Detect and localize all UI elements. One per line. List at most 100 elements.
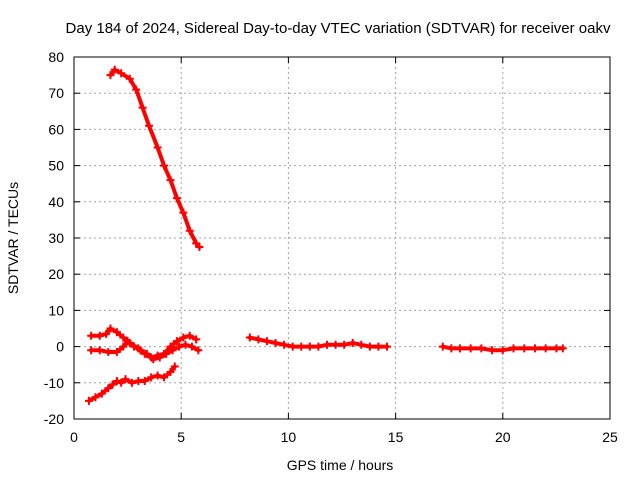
data-point [194,346,203,355]
data-point [119,342,128,351]
y-tick-label: 50 [48,158,64,174]
chart-title: Day 184 of 2024, Sidereal Day-to-day VTE… [66,20,611,37]
data-point [179,208,188,217]
data-point [160,161,169,170]
data-point [348,338,357,347]
data-point [168,346,177,355]
y-tick-label: -20 [44,411,64,427]
x-tick-label: 10 [281,429,297,445]
data-point [104,348,113,357]
y-tick-label: 0 [56,339,64,355]
data-point [455,344,464,353]
series-track-day-mid [245,333,392,351]
data-point [466,344,475,353]
data-point [365,342,374,351]
data-point [87,346,96,355]
data-point [558,344,567,353]
y-tick-label: 30 [48,230,64,246]
data-point [280,340,289,349]
data-point [121,375,130,384]
data-point [322,340,331,349]
data-point [153,371,162,380]
y-tick-label: 40 [48,194,64,210]
y-tick-label: 20 [48,266,64,282]
data-point [340,340,349,349]
data-point [87,331,96,340]
data-point [102,329,111,338]
data-point [172,194,181,203]
data-point [127,378,136,387]
data-point [172,337,181,346]
data-point [166,176,175,185]
data-point [136,346,145,355]
data-point [112,348,121,357]
data-point [447,344,456,353]
data-point [147,373,156,382]
data-point [498,346,507,355]
data-point [149,355,158,364]
data-point [112,328,121,337]
data-point [108,380,117,389]
data-point [438,342,447,351]
data-point [305,342,314,351]
data-point [138,103,147,112]
data-point [314,342,323,351]
series-track-mid-a [87,324,201,362]
data-point [142,349,151,358]
data-point [110,65,119,74]
x-tick-label: 25 [602,429,618,445]
data-point [117,378,126,387]
data-point [357,340,366,349]
data-point [106,324,115,333]
data-point [95,346,104,355]
data-point [117,69,126,78]
y-tick-label: 60 [48,121,64,137]
data-point [140,376,149,385]
data-point [245,333,254,342]
data-point [181,340,190,349]
data-point [153,143,162,152]
series-track-mid-b [87,337,203,364]
series-group [85,65,567,405]
data-point [271,338,280,347]
data-point [160,373,169,382]
x-tick-label: 20 [495,429,511,445]
data-point [132,85,141,94]
data-point [145,121,154,130]
grid [74,57,610,419]
data-point [331,340,340,349]
x-tick-label: 15 [388,429,404,445]
series-line [108,67,202,250]
data-point [175,342,184,351]
data-point [166,367,175,376]
data-point [95,331,104,340]
data-point [374,342,383,351]
y-tick-label: -10 [44,375,64,391]
data-point [123,337,132,346]
x-axis-label: GPS time / hours [287,457,394,473]
data-point [119,333,128,342]
data-point [185,331,194,340]
data-point [130,342,139,351]
data-point [104,384,113,393]
x-tick-label: 5 [177,429,185,445]
data-point [541,344,550,353]
series-track-low [85,362,179,405]
series-track-late [438,342,567,355]
series-track-high [106,65,204,252]
data-point [179,333,188,342]
data-point [106,71,115,80]
data-point [97,389,106,398]
data-point [288,342,297,351]
data-point [185,226,194,235]
y-axis: -20 -10 0 10 20 30 40 50 60 70 80 [44,49,610,427]
data-point [195,243,204,252]
data-point [297,342,306,351]
data-point [170,362,179,371]
data-point [488,346,497,355]
data-point [262,337,271,346]
y-tick-label: 10 [48,302,64,318]
data-point [187,342,196,351]
data-point [85,396,94,405]
